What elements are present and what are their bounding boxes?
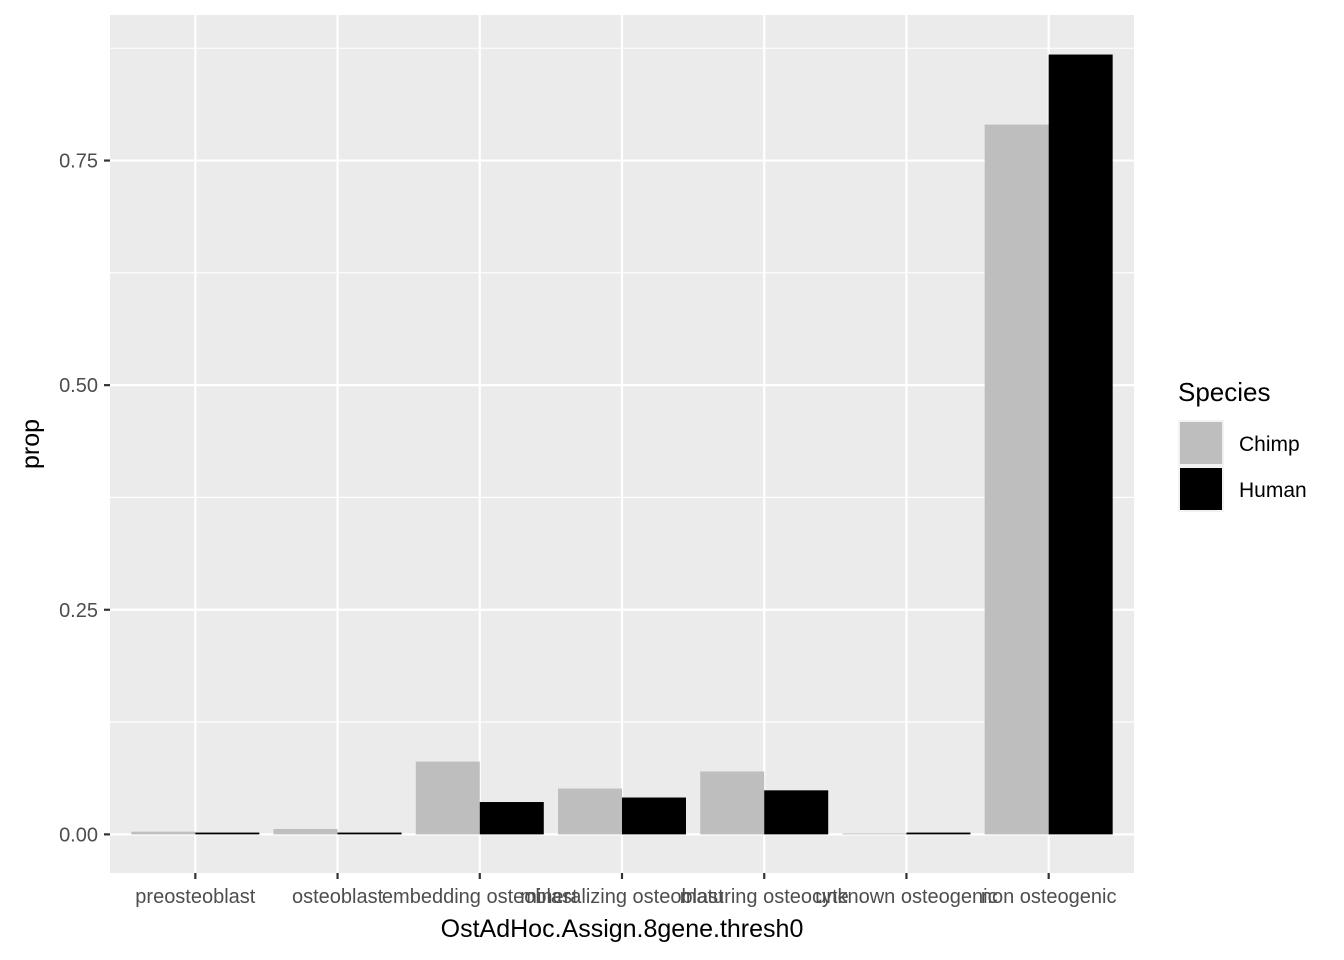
x-axis-title: OstAdHoc.Assign.8gene.thresh0 (441, 915, 804, 943)
y-axis: 0.00 0.25 0.50 0.75 (59, 151, 110, 846)
bar-chimp (984, 124, 1049, 835)
x-tick-label: embedding osteoblast (382, 886, 578, 908)
x-tick-label: preosteoblast (135, 886, 256, 908)
bar-human (764, 790, 829, 835)
bar-human (622, 797, 686, 835)
bar-human (337, 832, 402, 835)
y-tick-label: 0.75 (59, 151, 98, 173)
legend-key-chimp (1180, 422, 1222, 464)
x-tick-label: mineralizing osteoblast (520, 886, 724, 908)
x-tick-label: maturing osteocyte (680, 886, 849, 908)
y-axis-title: prop (17, 419, 45, 469)
legend-key-human (1180, 468, 1222, 510)
y-tick-label: 0.25 (59, 600, 98, 622)
bar-chimp (273, 828, 338, 835)
bar-chimp (415, 761, 480, 835)
legend-label-human: Human (1239, 479, 1307, 502)
bar-human (195, 832, 260, 835)
legend-label-chimp: Chimp (1239, 433, 1300, 456)
legend: Species Chimp Human (1178, 377, 1307, 512)
x-tick-label: unknown osteogenic (815, 886, 997, 908)
y-tick-label: 0.50 (59, 375, 98, 397)
bar-chimp (558, 788, 622, 835)
bar-human (479, 802, 544, 835)
bar-human (906, 832, 971, 835)
bar-chimp (700, 771, 765, 835)
x-tick-label: osteoblast (292, 886, 384, 908)
y-tick-label: 0.00 (59, 824, 98, 846)
bar-chimp (131, 831, 196, 835)
bar-human (1048, 54, 1113, 835)
bars (131, 54, 1113, 835)
legend-title: Species (1178, 377, 1271, 407)
legend-items: Chimp Human (1178, 420, 1307, 512)
bar-chimp (842, 833, 907, 835)
x-tick-label: non osteogenic (981, 886, 1117, 908)
